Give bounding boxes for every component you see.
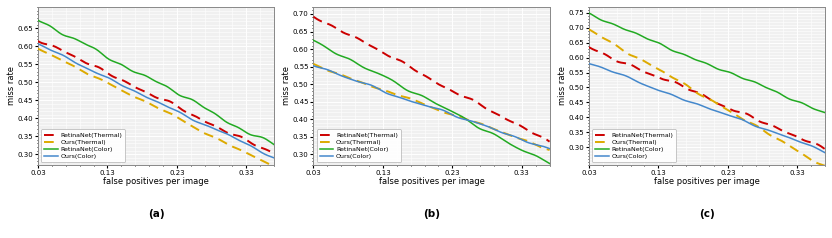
Y-axis label: miss rate: miss rate [558,66,567,105]
Legend: RetinaNet(Thermal), Ours(Thermal), RetinaNet(Color), Ours(Color): RetinaNet(Thermal), Ours(Thermal), Retin… [592,129,676,162]
X-axis label: false positives per image: false positives per image [654,177,760,186]
Y-axis label: miss rate: miss rate [7,66,16,105]
X-axis label: false positives per image: false positives per image [103,177,209,186]
Legend: RetinaNet(Thermal), Ours(Thermal), RetinaNet(Color), Ours(Color): RetinaNet(Thermal), Ours(Thermal), Retin… [316,129,401,162]
Y-axis label: miss rate: miss rate [282,66,291,105]
Text: (a): (a) [148,209,165,219]
Text: (c): (c) [699,209,715,219]
Legend: RetinaNet(Thermal), Ours(Thermal), RetinaNet(Color), Ours(Color): RetinaNet(Thermal), Ours(Thermal), Retin… [41,129,126,162]
X-axis label: false positives per image: false positives per image [379,177,484,186]
Text: (b): (b) [423,209,440,219]
